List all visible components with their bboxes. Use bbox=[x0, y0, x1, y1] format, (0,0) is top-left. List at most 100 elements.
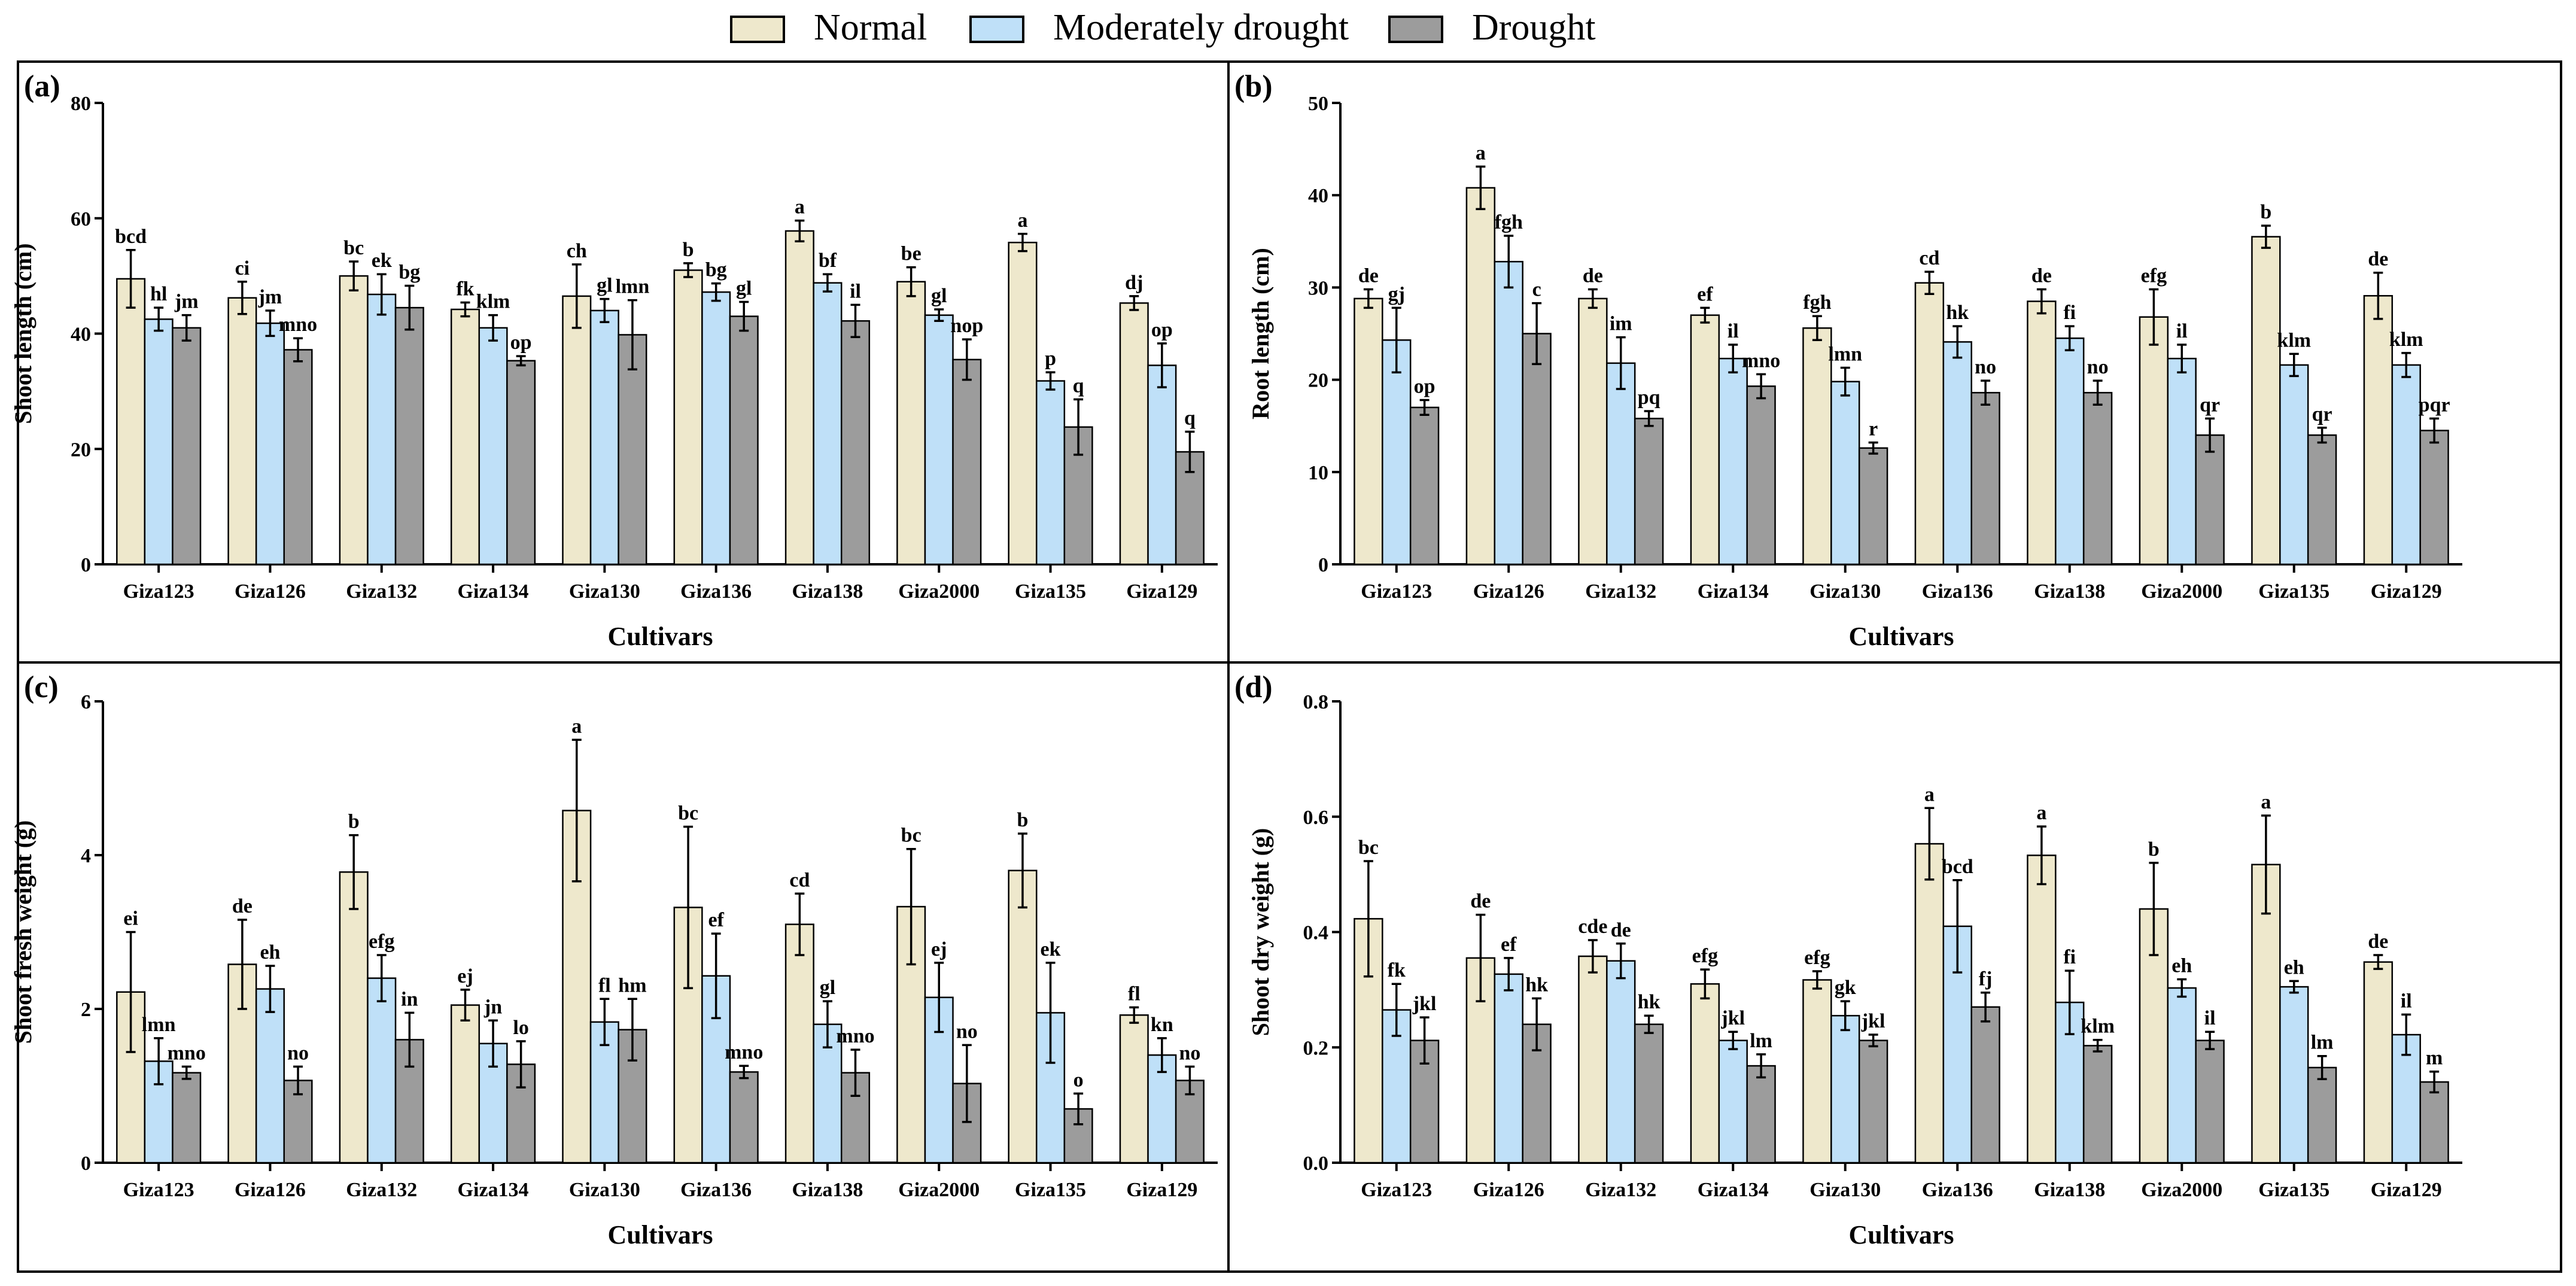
y-axis-title: Shoot fresh weight (g) bbox=[10, 820, 37, 1044]
x-tick-label: Giza135 bbox=[2258, 1179, 2329, 1201]
significance-label: b bbox=[348, 811, 360, 833]
bar bbox=[1634, 1023, 1664, 1164]
y-tick-label: 0.2 bbox=[1303, 1037, 1329, 1059]
significance-label: fl bbox=[1128, 983, 1141, 1005]
bar bbox=[283, 349, 313, 566]
x-tick-label: Giza129 bbox=[1126, 1179, 1197, 1201]
x-tick-label: Giza138 bbox=[2034, 580, 2105, 603]
x-tick-label: Giza130 bbox=[569, 580, 640, 603]
bar bbox=[2167, 357, 2197, 566]
significance-label: gj bbox=[1388, 283, 1405, 305]
x-tick-label: Giza132 bbox=[1585, 1179, 1656, 1201]
significance-label: pq bbox=[1638, 387, 1660, 409]
significance-label: de bbox=[2368, 248, 2388, 270]
x-tick-label: Giza138 bbox=[792, 580, 863, 603]
x-tick-label: Giza130 bbox=[1809, 580, 1881, 603]
significance-label: cde bbox=[1578, 916, 1607, 938]
x-tick-label: Giza136 bbox=[1922, 580, 1993, 603]
bar bbox=[1119, 1014, 1149, 1164]
bar bbox=[1718, 1039, 1748, 1164]
y-tick-label: 0 bbox=[1318, 554, 1328, 576]
panel-label: (b) bbox=[1234, 69, 1273, 104]
bar bbox=[701, 291, 731, 566]
significance-label: ef bbox=[708, 909, 724, 931]
bar bbox=[1858, 447, 1888, 566]
bar bbox=[227, 297, 257, 566]
bar bbox=[1494, 973, 1523, 1164]
significance-label: fl bbox=[598, 974, 611, 996]
significance-label: ej bbox=[457, 965, 473, 987]
legend-swatch-moderately-drought bbox=[969, 16, 1024, 43]
bar bbox=[1119, 302, 1149, 566]
x-tick-label: Giza123 bbox=[1361, 580, 1432, 603]
bar bbox=[2082, 391, 2113, 566]
significance-label: jm bbox=[174, 291, 199, 313]
x-tick-label: Giza138 bbox=[2034, 1179, 2105, 1201]
significance-label: fk bbox=[456, 278, 474, 300]
significance-label: il bbox=[2401, 990, 2412, 1012]
significance-label: gl bbox=[820, 977, 835, 999]
legend-swatch-drought bbox=[1388, 16, 1443, 43]
x-tick-label: Giza136 bbox=[1922, 1179, 1993, 1201]
bar bbox=[1578, 955, 1608, 1164]
x-tick-label: Giza123 bbox=[123, 580, 194, 603]
y-tick-label: 40 bbox=[1308, 185, 1328, 207]
bar bbox=[1746, 385, 1776, 566]
bar bbox=[562, 295, 592, 566]
significance-label: ej bbox=[931, 938, 947, 960]
bar bbox=[255, 322, 285, 566]
significance-label: hk bbox=[1946, 302, 1969, 324]
significance-label: fi bbox=[2063, 302, 2076, 324]
bar bbox=[1830, 381, 1860, 566]
bar bbox=[1008, 870, 1038, 1164]
significance-label: fj bbox=[1979, 968, 1993, 990]
x-tick-label: Giza136 bbox=[680, 580, 752, 603]
significance-label: m bbox=[2426, 1047, 2443, 1069]
bar bbox=[2055, 337, 2085, 566]
significance-label: il bbox=[850, 280, 861, 302]
significance-label: b bbox=[683, 239, 694, 261]
significance-label: qr bbox=[2200, 394, 2220, 416]
panel-3: (d) 0.0 0.2 0.4 0.6 0.8 Shoot dry weight (g) Cu… bbox=[1234, 670, 2462, 1249]
significance-label: ek bbox=[1041, 938, 1061, 960]
significance-label: a bbox=[795, 196, 805, 218]
x-tick-label: Giza136 bbox=[680, 1179, 752, 1201]
bar bbox=[2082, 1045, 2113, 1164]
bar bbox=[2279, 986, 2309, 1164]
y-tick-label: 60 bbox=[71, 208, 91, 230]
bar bbox=[2363, 295, 2393, 566]
bar bbox=[589, 309, 619, 566]
panel-label: (d) bbox=[1234, 670, 1273, 704]
y-tick-label: 0.0 bbox=[1303, 1153, 1329, 1175]
bar bbox=[1942, 341, 1972, 566]
bar bbox=[1409, 406, 1440, 566]
significance-label: qr bbox=[2312, 403, 2332, 425]
significance-label: klm bbox=[476, 291, 510, 313]
significance-label: bg bbox=[399, 262, 420, 284]
significance-label: mno bbox=[836, 1025, 874, 1047]
significance-label: cd bbox=[1919, 247, 1939, 269]
x-tick-label: Giza135 bbox=[2258, 580, 2329, 603]
bar bbox=[1606, 960, 1636, 1164]
significance-label: gk bbox=[1835, 977, 1856, 999]
bar bbox=[1802, 979, 1832, 1164]
significance-label: de bbox=[1470, 890, 1491, 913]
bar bbox=[1914, 282, 1945, 566]
x-tick-label: Giza126 bbox=[235, 1179, 306, 1201]
bar bbox=[1578, 297, 1608, 566]
significance-label: ei bbox=[123, 908, 138, 930]
legend-label-drought: Drought bbox=[1472, 7, 1596, 48]
legend-swatch-normal bbox=[730, 16, 785, 43]
y-tick-label: 80 bbox=[71, 93, 91, 115]
significance-label: de bbox=[1358, 265, 1379, 287]
significance-label: mno bbox=[1742, 349, 1780, 372]
x-tick-label: Giza138 bbox=[792, 1179, 863, 1201]
bar bbox=[2167, 987, 2197, 1164]
significance-label: klm bbox=[2389, 329, 2423, 351]
x-tick-label: Giza123 bbox=[1361, 1179, 1432, 1201]
significance-label: in bbox=[401, 988, 418, 1010]
bar bbox=[1746, 1065, 1776, 1164]
bar bbox=[478, 327, 508, 566]
significance-label: a bbox=[571, 715, 582, 737]
bar bbox=[1494, 260, 1523, 566]
